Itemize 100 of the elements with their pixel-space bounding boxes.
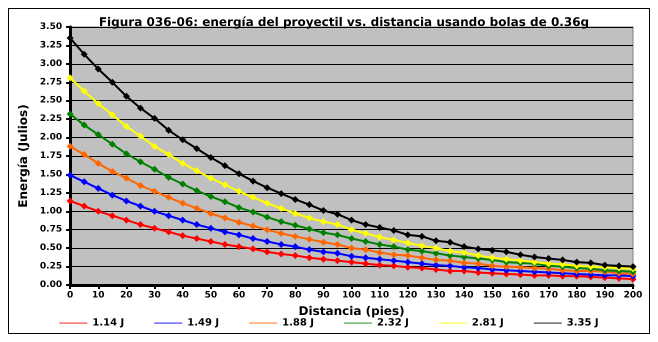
- point: [250, 245, 257, 252]
- point: [418, 248, 426, 255]
- point: [376, 249, 384, 256]
- point: [66, 74, 74, 82]
- point: [250, 208, 257, 216]
- point: [80, 50, 88, 58]
- point: [460, 243, 468, 250]
- x-tick-label: 90: [317, 290, 330, 300]
- point: [108, 140, 116, 148]
- point: [488, 262, 496, 270]
- point: [179, 160, 186, 167]
- point: [264, 214, 271, 221]
- point: [179, 180, 186, 188]
- x-tick-label: 170: [539, 290, 558, 300]
- point: [474, 245, 482, 252]
- point: [264, 248, 271, 256]
- point: [404, 252, 412, 260]
- point: [418, 254, 426, 262]
- point: [122, 123, 130, 130]
- point: [334, 231, 341, 238]
- point: [404, 231, 412, 238]
- point: [404, 239, 412, 246]
- point: [292, 252, 299, 260]
- x-tick-label: 0: [66, 290, 74, 300]
- point: [502, 256, 510, 263]
- point: [587, 259, 594, 266]
- y-tick-label: 0.50: [40, 243, 62, 254]
- point: [80, 122, 88, 129]
- point: [348, 244, 356, 252]
- point: [136, 202, 144, 210]
- point: [264, 226, 271, 234]
- point: [432, 237, 440, 244]
- point: [151, 166, 158, 173]
- x-tick-label: 70: [260, 290, 274, 300]
- y-tick-label: 0.25: [40, 262, 62, 272]
- point: [292, 222, 299, 229]
- point: [151, 188, 158, 195]
- point: [334, 240, 341, 248]
- point: [362, 260, 370, 268]
- point: [165, 174, 172, 181]
- point: [362, 246, 370, 254]
- point: [193, 167, 200, 174]
- x-tick-label: 60: [232, 290, 246, 300]
- point: [460, 259, 468, 266]
- point: [179, 232, 186, 240]
- point: [235, 218, 242, 226]
- point: [250, 235, 257, 242]
- point: [250, 178, 257, 185]
- point: [193, 204, 200, 212]
- point: [94, 184, 102, 192]
- point: [404, 258, 412, 266]
- point: [235, 243, 242, 250]
- point: [278, 240, 285, 248]
- x-tick-label: 200: [624, 290, 642, 300]
- point: [221, 198, 228, 206]
- point: [530, 253, 538, 260]
- point: [94, 208, 102, 215]
- y-tick-label: 1.50: [40, 169, 62, 180]
- point: [348, 258, 356, 266]
- point: [122, 174, 130, 182]
- point: [221, 214, 228, 222]
- point: [221, 228, 228, 236]
- point: [474, 252, 482, 260]
- point: [94, 66, 102, 73]
- point: [474, 260, 482, 268]
- point: [390, 226, 398, 234]
- point: [207, 238, 214, 246]
- point: [320, 256, 327, 263]
- x-tick-label: 110: [370, 290, 390, 300]
- point: [278, 250, 285, 258]
- point: [516, 251, 524, 258]
- point: [320, 238, 327, 246]
- point: [348, 252, 356, 260]
- y-tick-label: 2.50: [40, 96, 62, 106]
- y-tick-label: 1.25: [40, 188, 62, 198]
- point: [488, 246, 496, 254]
- point: [221, 162, 228, 170]
- point: [376, 262, 384, 269]
- point: [108, 192, 116, 199]
- x-axis-title: Distancia (pies): [298, 304, 405, 318]
- point: [122, 216, 130, 224]
- legend-label: 2.32 J: [377, 318, 409, 328]
- point: [278, 204, 285, 212]
- x-tick-label: 30: [148, 290, 161, 300]
- point: [306, 225, 313, 232]
- point: [320, 218, 327, 226]
- point: [179, 136, 186, 144]
- point: [278, 190, 285, 198]
- point: [207, 193, 214, 200]
- point: [151, 114, 158, 122]
- point: [80, 151, 88, 158]
- legend-label: 1.49 J: [187, 318, 220, 328]
- point: [446, 238, 454, 246]
- point: [165, 151, 172, 158]
- point: [292, 232, 299, 240]
- y-tick-label: 2.25: [40, 114, 62, 124]
- point: [193, 187, 200, 194]
- point: [250, 194, 257, 201]
- point: [136, 221, 144, 228]
- point: [136, 104, 144, 112]
